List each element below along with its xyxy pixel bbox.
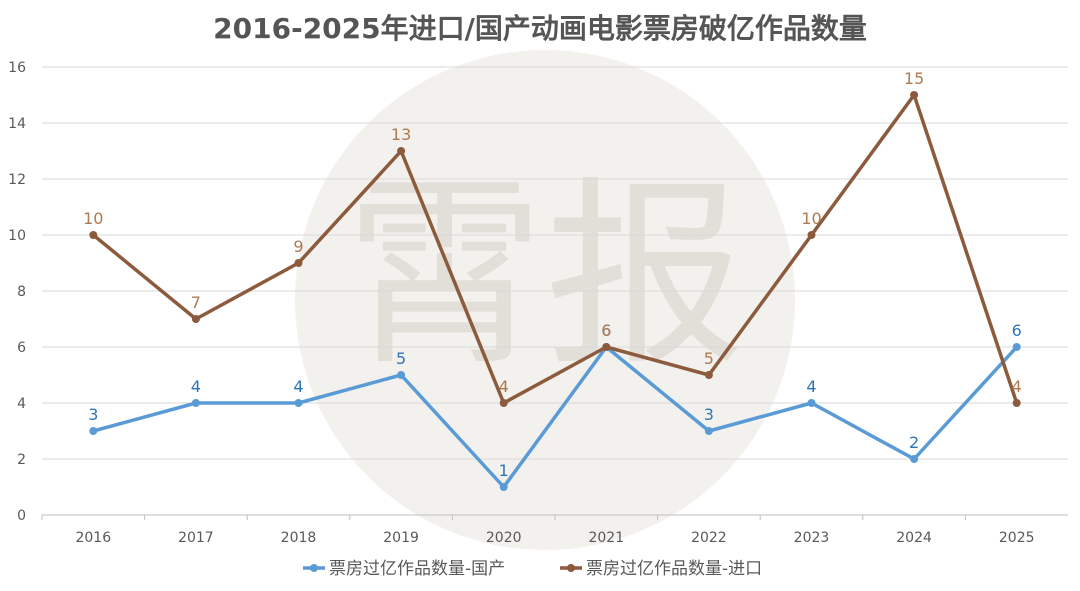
data-point [397,147,406,155]
data-label: 10 [801,209,821,228]
series-lines [91,93,1019,489]
data-point [294,399,303,407]
y-tick-label: 2 [17,452,26,468]
data-point [704,427,713,435]
x-tick-label: 2020 [486,530,522,546]
data-point [807,399,816,407]
data-label: 7 [191,293,201,312]
data-label: 2 [909,433,919,452]
x-tick-label: 2017 [178,530,214,546]
data-label: 15 [904,69,924,88]
data-label: 5 [704,349,714,368]
data-point [191,399,200,407]
y-tick-label: 6 [17,340,26,356]
data-label: 4 [1012,377,1022,396]
x-tick-label: 2021 [588,530,624,546]
data-label: 4 [191,377,201,396]
data-point [1012,343,1021,351]
data-label: 4 [293,377,303,396]
data-label: 5 [396,349,406,368]
y-tick-label: 16 [8,60,26,76]
data-label: 3 [704,405,714,424]
data-label: 6 [1012,321,1022,340]
x-tick-label: 2019 [383,530,419,546]
y-axis: 0 2 4 6 8 10 12 14 16 [8,60,26,524]
series-points [89,91,1021,491]
data-point [910,455,919,463]
y-tick-label: 4 [17,396,26,412]
data-label: 6 [601,321,611,340]
legend-marker-1 [567,564,575,572]
watermark-circle [295,50,795,550]
data-label: 1 [499,461,509,480]
data-label: 3 [88,405,98,424]
x-tick-label: 2018 [281,530,317,546]
x-axis: 2016 2017 2018 2019 2020 2021 2022 2023 2024 2025 [41,515,1035,546]
data-label: 9 [293,237,303,256]
watermark-text: 霄报 [345,160,745,393]
x-tick-label: 2025 [999,530,1035,546]
data-label: 13 [391,125,411,144]
x-tick-label: 2022 [691,530,727,546]
data-point [397,371,406,379]
y-tick-label: 14 [8,116,26,132]
x-tick-label: 2016 [75,530,111,546]
watermark: 霄报 [295,50,795,550]
data-point [191,315,200,323]
y-tick-label: 10 [8,228,26,244]
data-point [807,231,816,239]
data-point [704,371,713,379]
data-point [89,427,98,435]
y-tick-label: 8 [17,284,26,300]
legend-label-1: 票房过亿作品数量-进口 [586,559,762,579]
y-tick-label: 0 [17,508,26,524]
y-tick-label: 12 [8,172,26,188]
data-point [499,399,508,407]
legend: 票房过亿作品数量-国产 票房过亿作品数量-进口 [303,559,762,579]
data-label: 6 [601,321,611,340]
data-point [1012,399,1021,407]
data-label: 4 [806,377,816,396]
data-point [499,483,508,491]
data-label: 10 [83,209,103,228]
series-line-0 [91,345,1019,489]
data-point [910,91,919,99]
legend-label-0: 票房过亿作品数量-国产 [329,559,505,579]
data-label: 4 [499,377,509,396]
series-line-1 [91,93,1019,405]
x-tick-label: 2023 [794,530,830,546]
data-point [602,343,611,351]
data-point [89,231,98,239]
x-tick-label: 2024 [896,530,932,546]
chart-title: 2016-2025年进口/国产动画电影票房破亿作品数量 [213,12,867,45]
legend-marker-0 [310,564,318,572]
data-point [294,259,303,267]
